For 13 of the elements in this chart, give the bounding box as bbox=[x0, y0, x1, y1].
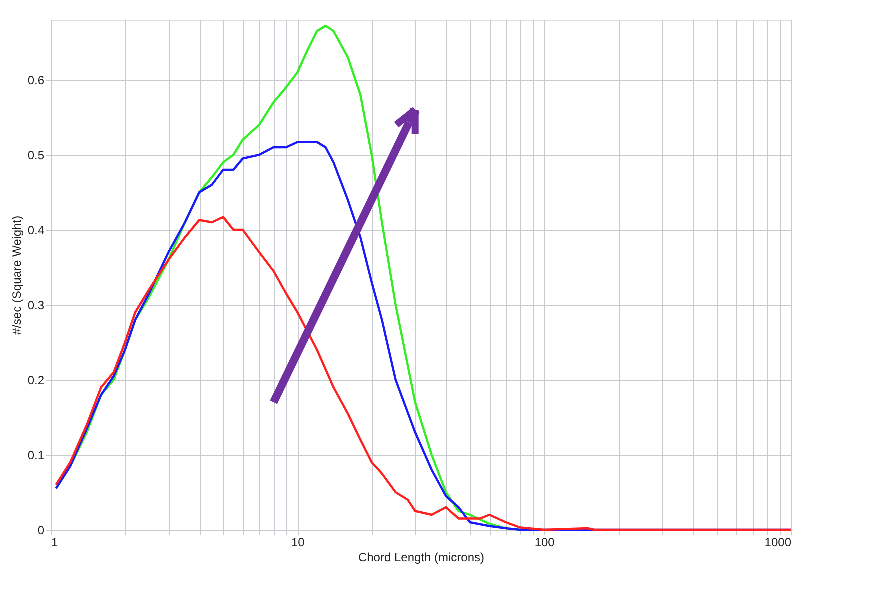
y-tick-label: 0.6 bbox=[28, 74, 45, 88]
y-tick-label: 0 bbox=[38, 524, 45, 538]
y-tick-label: 0.2 bbox=[28, 374, 45, 388]
x-axis-title: Chord Length (microns) bbox=[358, 550, 485, 564]
y-tick-label: 0.3 bbox=[28, 298, 45, 312]
y-tick-label: 0.1 bbox=[28, 448, 45, 462]
x-tick-label: 10 bbox=[291, 536, 306, 550]
x-tick-label: 1 bbox=[52, 536, 58, 550]
x-tick-label: 100 bbox=[534, 536, 556, 550]
y-axis-title: #/sec (Square Weight) bbox=[10, 216, 24, 336]
x-tick-label: 1000 bbox=[764, 536, 792, 550]
y-tick-label: 0.5 bbox=[28, 148, 45, 162]
y-tick-label: 0.4 bbox=[28, 224, 45, 238]
